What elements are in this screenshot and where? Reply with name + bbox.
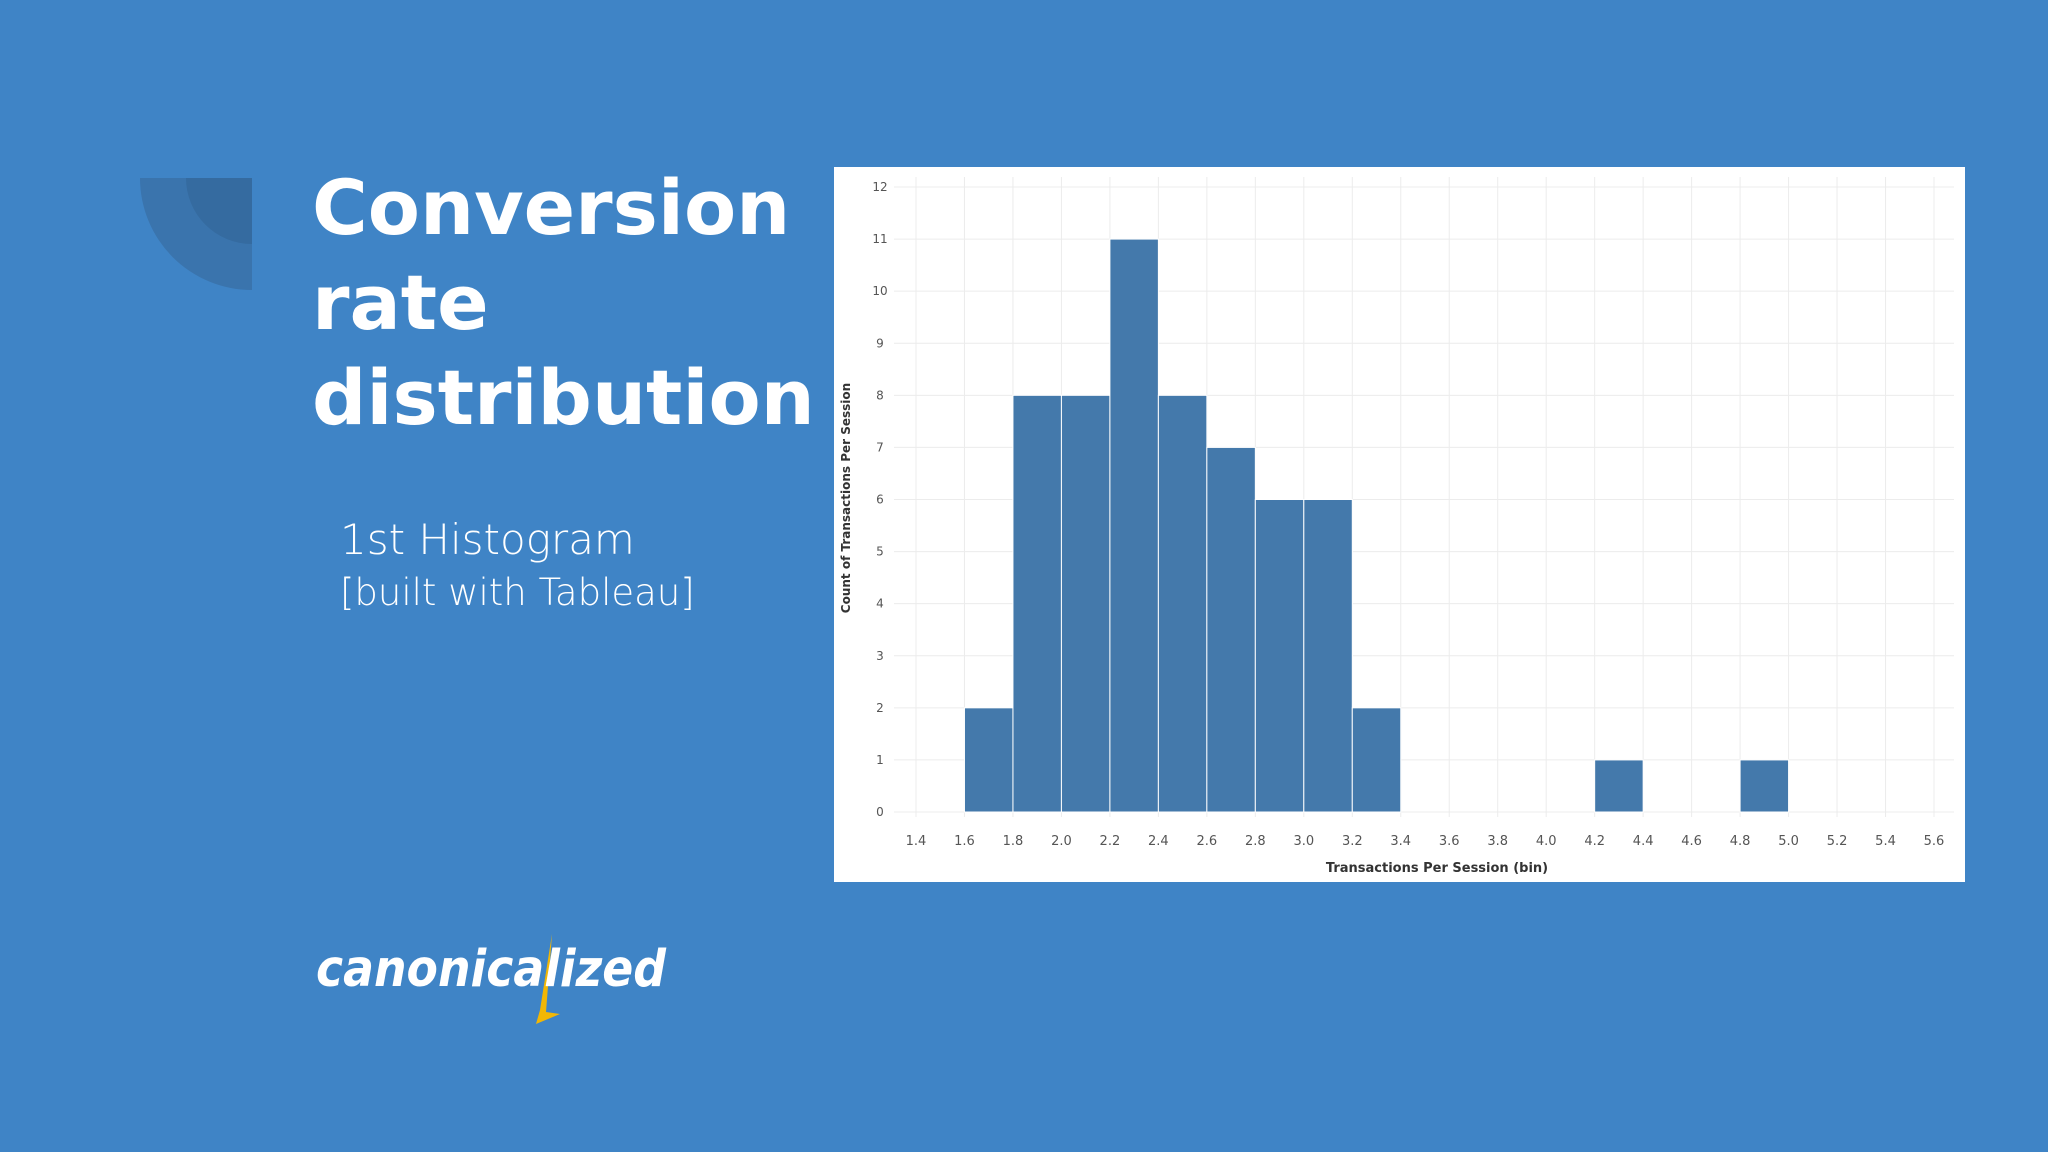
x-tick-label: 1.4 — [906, 834, 927, 849]
histogram-bar — [1594, 759, 1644, 813]
y-tick-label: 0 — [876, 805, 884, 819]
x-axis-label: Transactions Per Session (bin) — [1326, 861, 1548, 876]
canonicalized-logo: canonicalized — [316, 934, 666, 1024]
x-tick-label: 4.4 — [1633, 834, 1654, 849]
histogram-bar — [1060, 394, 1111, 813]
slide-title: Conversion rate distribution — [312, 160, 815, 445]
y-tick-label: 4 — [876, 597, 884, 611]
histogram-bar — [963, 707, 1014, 813]
y-tick-label: 10 — [872, 284, 887, 298]
x-tick-label: 2.0 — [1051, 834, 1072, 849]
y-tick-label: 11 — [872, 232, 887, 246]
x-tick-label: 5.4 — [1875, 834, 1896, 849]
y-tick-label: 1 — [876, 753, 884, 767]
x-tick-label: 2.6 — [1197, 834, 1218, 849]
histogram-bar — [1303, 499, 1353, 813]
x-tick-label: 1.6 — [954, 834, 975, 849]
x-tick-label: 3.2 — [1342, 834, 1363, 849]
logo-text: canonicalized — [316, 940, 666, 999]
title-line: Conversion — [312, 163, 791, 252]
x-tick-label: 2.2 — [1100, 834, 1121, 849]
y-tick-label: 8 — [876, 388, 884, 402]
y-tick-label: 12 — [872, 180, 887, 194]
x-tick-label: 2.4 — [1148, 834, 1169, 849]
histogram-bar — [1012, 394, 1062, 813]
x-tick-label: 4.0 — [1536, 834, 1557, 849]
subtitle-line-1: 1st Histogram — [340, 515, 635, 564]
x-tick-label: 5.2 — [1827, 834, 1848, 849]
histogram-chart: 0 1 2 3 4 5 6 7 8 9 10 11 12 1.4 1.6 1.8 2.0 2.2 2.4 2.6 2.… — [834, 167, 1965, 882]
histogram-bar — [1206, 446, 1256, 813]
x-axis-ticks: 1.4 1.6 1.8 2.0 2.2 2.4 2.6 2.8 3.0 3.2 3.4 3.6 3.8 4… — [906, 834, 1945, 849]
y-tick-label: 7 — [876, 440, 884, 454]
y-axis-label: Count of Transactions Per Session — [839, 383, 853, 613]
x-tick-label: 2.8 — [1245, 834, 1266, 849]
decorative-quarter-circle — [140, 178, 252, 290]
y-tick-label: 9 — [876, 336, 884, 350]
histogram-bar — [1157, 394, 1208, 813]
subtitle-line-2: [built with Tableau] — [340, 571, 695, 614]
x-tick-label: 5.0 — [1778, 834, 1799, 849]
x-tick-label: 3.0 — [1293, 834, 1314, 849]
x-tick-label: 3.4 — [1390, 834, 1411, 849]
title-line: distribution — [312, 353, 815, 442]
x-tick-label: 5.6 — [1924, 834, 1945, 849]
y-tick-label: 2 — [876, 701, 884, 715]
histogram-bar — [1109, 238, 1159, 813]
logo-lightning-accent — [536, 934, 560, 1024]
slide-subtitle: 1st Histogram [built with Tableau] — [340, 512, 695, 618]
histogram-bar — [1254, 499, 1305, 813]
histogram-bar — [1351, 707, 1402, 813]
x-tick-label: 3.8 — [1487, 834, 1508, 849]
x-tick-label: 4.8 — [1730, 834, 1751, 849]
y-tick-label: 5 — [876, 545, 884, 559]
histogram-bar — [1739, 759, 1790, 813]
y-tick-label: 3 — [876, 649, 884, 663]
x-tick-label: 3.6 — [1439, 834, 1460, 849]
x-tick-label: 4.6 — [1681, 834, 1702, 849]
y-tick-label: 6 — [876, 493, 884, 507]
x-tick-label: 1.8 — [1003, 834, 1024, 849]
histogram-bars — [963, 238, 1790, 813]
title-line: rate — [312, 258, 489, 347]
x-tick-label: 4.2 — [1584, 834, 1605, 849]
